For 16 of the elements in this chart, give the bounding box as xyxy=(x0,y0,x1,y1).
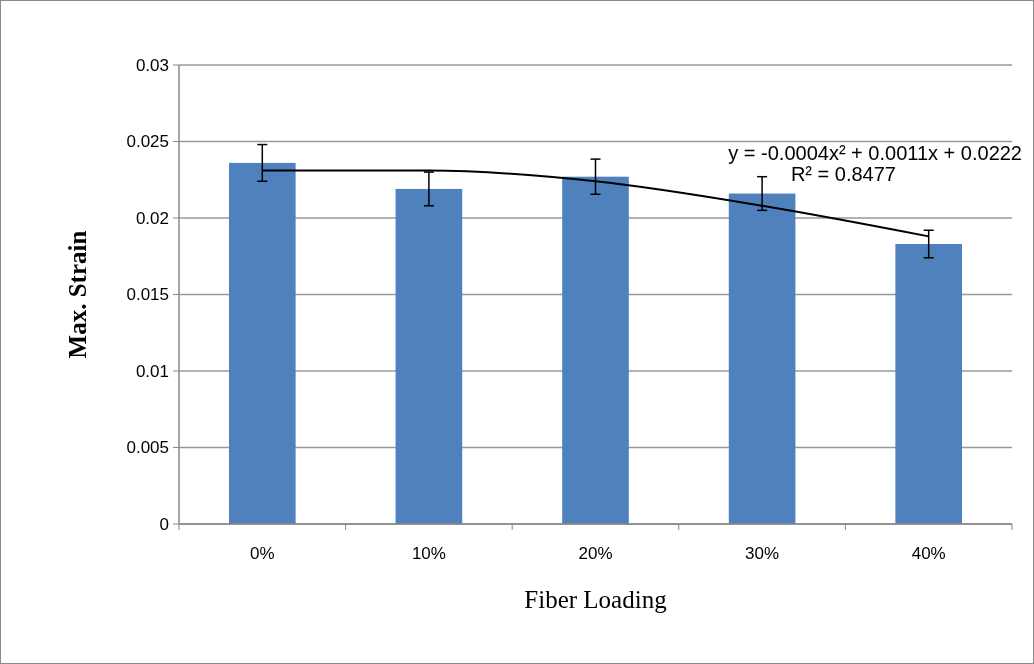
y-axis-title: Max. Strain xyxy=(64,230,91,359)
x-tick-label: 30% xyxy=(745,544,780,563)
y-tick-label: 0.015 xyxy=(126,285,169,305)
x-tick-label: 20% xyxy=(578,544,613,563)
y-tick-label: 0.01 xyxy=(135,361,169,381)
x-axis-title: Fiber Loading xyxy=(524,586,668,613)
x-tick-label: 0% xyxy=(250,544,275,563)
annotation: R² = 0.8477 xyxy=(790,163,896,185)
y-tick-label: 0.03 xyxy=(135,55,169,75)
annotation: y = -0.0004x² + 0.0011x + 0.0222 xyxy=(728,142,1022,164)
y-tick-label: 0.005 xyxy=(126,438,169,458)
y-tick-label: 0.02 xyxy=(135,208,169,228)
y-tick-label: 0.025 xyxy=(126,132,169,152)
y-tick-label: 0 xyxy=(159,514,169,534)
x-tick-label: 40% xyxy=(911,544,946,563)
x-tick-label: 10% xyxy=(411,544,446,563)
